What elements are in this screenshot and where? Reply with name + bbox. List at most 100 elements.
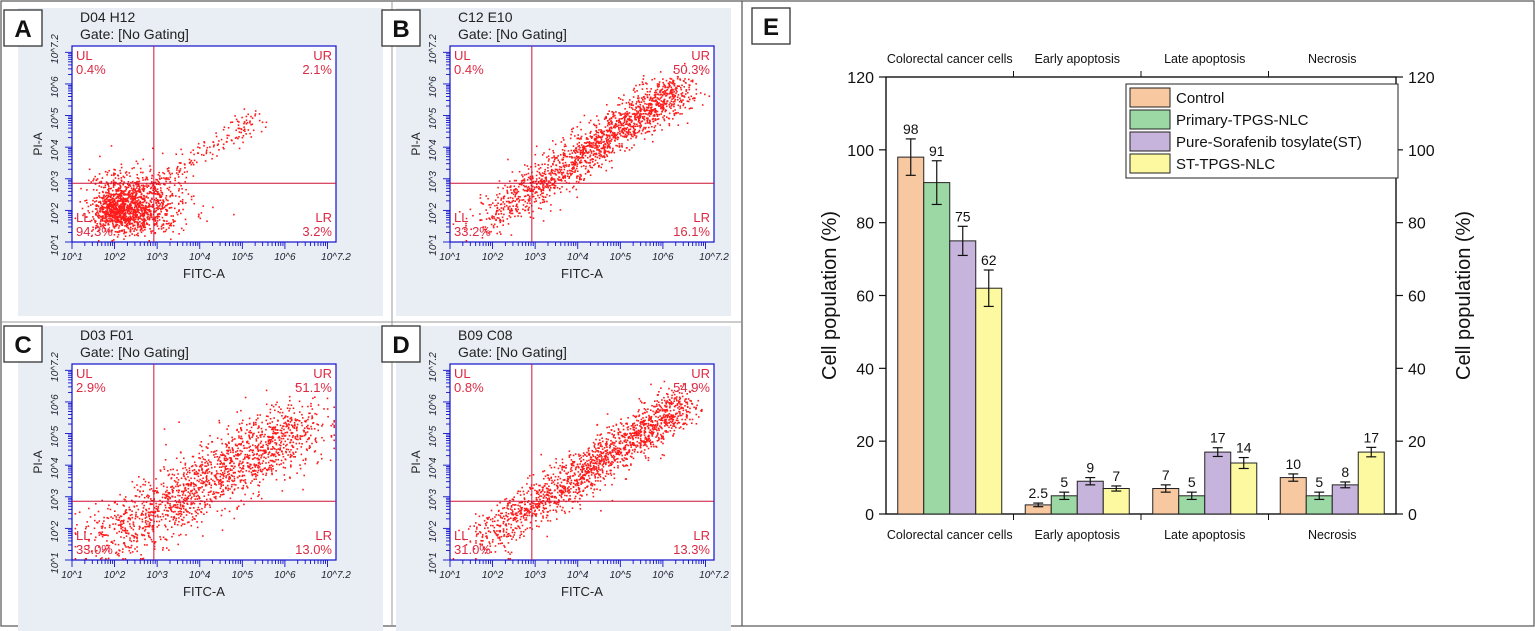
event-dot — [257, 427, 259, 430]
event-dot — [99, 209, 102, 211]
event-dot — [497, 213, 500, 215]
event-dot — [85, 527, 87, 530]
event-dot — [232, 480, 234, 483]
event-dot — [507, 197, 510, 199]
event-dot — [653, 126, 656, 129]
event-dot — [205, 446, 208, 448]
x-tick-label: 10^6 — [274, 252, 296, 263]
event-dot — [617, 131, 619, 134]
event-dot — [131, 192, 133, 195]
event-dot — [108, 200, 110, 203]
event-dot — [230, 457, 232, 459]
event-dot — [510, 210, 513, 212]
event-dot — [185, 483, 188, 486]
event-dot — [88, 538, 90, 541]
event-dot — [137, 217, 140, 220]
event-dot — [518, 212, 520, 214]
quadrant-lr-label: LR — [315, 210, 332, 225]
event-dot — [244, 447, 246, 449]
event-dot — [187, 495, 190, 497]
event-dot — [610, 130, 613, 132]
event-dot — [609, 147, 611, 149]
event-dot — [286, 425, 289, 427]
event-dot — [683, 95, 686, 97]
event-dot — [627, 139, 629, 141]
event-dot — [277, 448, 280, 450]
event-dot — [695, 88, 698, 91]
event-dot — [180, 451, 182, 454]
event-dot — [229, 468, 231, 470]
event-dot — [139, 202, 142, 204]
event-dot — [88, 179, 90, 182]
event-dot — [98, 173, 101, 175]
event-dot — [215, 453, 217, 455]
event-dot — [178, 520, 180, 523]
event-dot — [310, 434, 312, 437]
event-dot — [182, 519, 184, 522]
event-dot — [213, 144, 215, 146]
event-dot — [597, 119, 600, 122]
event-dot — [131, 516, 134, 519]
y-tick-label: 10^7.2 — [50, 34, 61, 64]
event-dot — [575, 180, 578, 183]
event-dot — [132, 202, 135, 204]
event-dot — [563, 168, 566, 171]
event-dot — [172, 221, 175, 223]
event-dot — [532, 217, 535, 219]
event-dot — [133, 486, 136, 489]
event-dot — [294, 418, 297, 420]
event-dot — [116, 217, 119, 219]
event-dot — [115, 190, 118, 192]
event-dot — [119, 209, 122, 212]
event-dot — [103, 227, 106, 229]
event-dot — [490, 203, 492, 206]
event-dot — [708, 95, 711, 97]
event-dot — [219, 475, 222, 478]
event-dot — [595, 153, 598, 155]
event-dot — [631, 120, 633, 122]
event-dot — [123, 192, 126, 195]
event-dot — [170, 224, 173, 227]
event-dot — [113, 174, 115, 177]
event-dot — [549, 185, 551, 187]
event-dot — [623, 121, 626, 123]
event-dot — [122, 558, 124, 560]
event-dot — [94, 221, 97, 224]
x-tick-label: 10^1 — [61, 252, 82, 263]
event-dot — [274, 448, 276, 450]
event-dot — [143, 530, 146, 532]
event-dot — [133, 536, 135, 539]
event-dot — [154, 232, 156, 235]
event-dot — [142, 204, 144, 207]
event-dot — [157, 227, 160, 230]
event-dot — [142, 198, 145, 200]
event-dot — [616, 138, 619, 141]
event-dot — [150, 191, 153, 194]
event-dot — [189, 494, 191, 496]
event-dot — [123, 194, 125, 196]
event-dot — [627, 101, 630, 104]
event-dot — [605, 134, 608, 137]
event-dot — [549, 181, 552, 184]
event-dot — [142, 171, 144, 174]
event-dot — [618, 121, 620, 124]
event-dot — [500, 203, 503, 205]
event-dot — [168, 186, 171, 189]
event-dot — [241, 116, 243, 119]
event-dot — [105, 192, 107, 194]
event-dot — [136, 484, 138, 486]
event-dot — [102, 210, 104, 213]
event-dot — [160, 187, 162, 189]
event-dot — [131, 233, 133, 235]
event-dot — [571, 186, 574, 189]
event-dot — [174, 521, 176, 524]
event-dot — [143, 220, 146, 222]
event-dot — [639, 112, 641, 115]
event-dot — [233, 455, 236, 458]
event-dot — [121, 180, 123, 182]
event-dot — [132, 192, 134, 194]
event-dot — [630, 103, 633, 105]
event-dot — [507, 206, 510, 209]
event-dot — [276, 463, 278, 466]
